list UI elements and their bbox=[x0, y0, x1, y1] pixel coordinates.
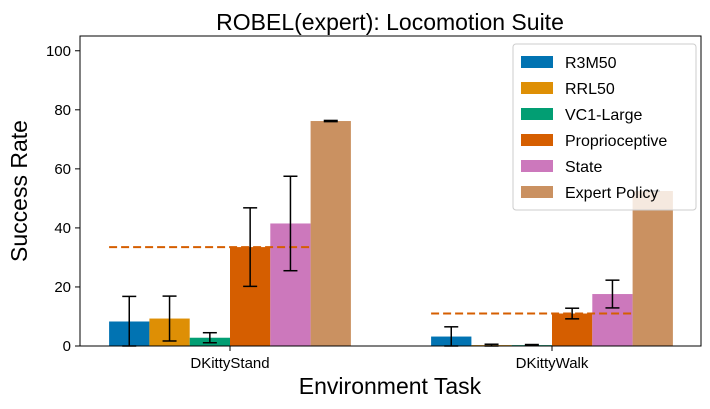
y-tick-label: 20 bbox=[54, 279, 71, 296]
y-tick-label: 40 bbox=[54, 220, 71, 237]
x-tick-label: DKittyStand bbox=[190, 355, 269, 372]
reference-lines-layer bbox=[109, 246, 633, 315]
chart-title: ROBEL(expert): Locomotion Suite bbox=[216, 9, 564, 35]
legend-swatch bbox=[521, 82, 553, 94]
legend-frame bbox=[512, 43, 697, 211]
legend-label: Proprioceptive bbox=[565, 133, 667, 150]
bar bbox=[310, 121, 351, 347]
x-axis-label: Environment Task bbox=[299, 373, 482, 399]
legend: R3M50 RRL50 VC1-Large Proprioceptive State Ex… bbox=[512, 43, 697, 211]
plot-frame bbox=[79, 35, 702, 347]
legend-label: VC1-Large bbox=[565, 107, 642, 124]
x-tick-label: DKittyWalk bbox=[516, 355, 589, 372]
bar bbox=[632, 191, 673, 346]
y-tick-label: 80 bbox=[54, 102, 71, 119]
y-tick-label: 0 bbox=[63, 338, 71, 355]
legend-swatch bbox=[521, 186, 553, 198]
x-axis: DKittyStand DKittyWalk bbox=[190, 346, 589, 372]
y-axis-label: Success Rate bbox=[6, 120, 32, 262]
legend-label: State bbox=[565, 159, 602, 176]
legend-label: R3M50 bbox=[565, 55, 617, 72]
legend-label: Expert Policy bbox=[565, 185, 658, 202]
legend-swatch bbox=[521, 108, 553, 120]
legend-swatch bbox=[521, 160, 553, 172]
legend-swatch bbox=[521, 134, 553, 146]
legend-swatch bbox=[521, 56, 553, 68]
y-axis: 0 20 40 60 80 100 bbox=[46, 43, 80, 355]
y-tick-label: 100 bbox=[46, 43, 71, 60]
legend-label: RRL50 bbox=[565, 81, 615, 98]
y-tick-label: 60 bbox=[54, 161, 71, 178]
